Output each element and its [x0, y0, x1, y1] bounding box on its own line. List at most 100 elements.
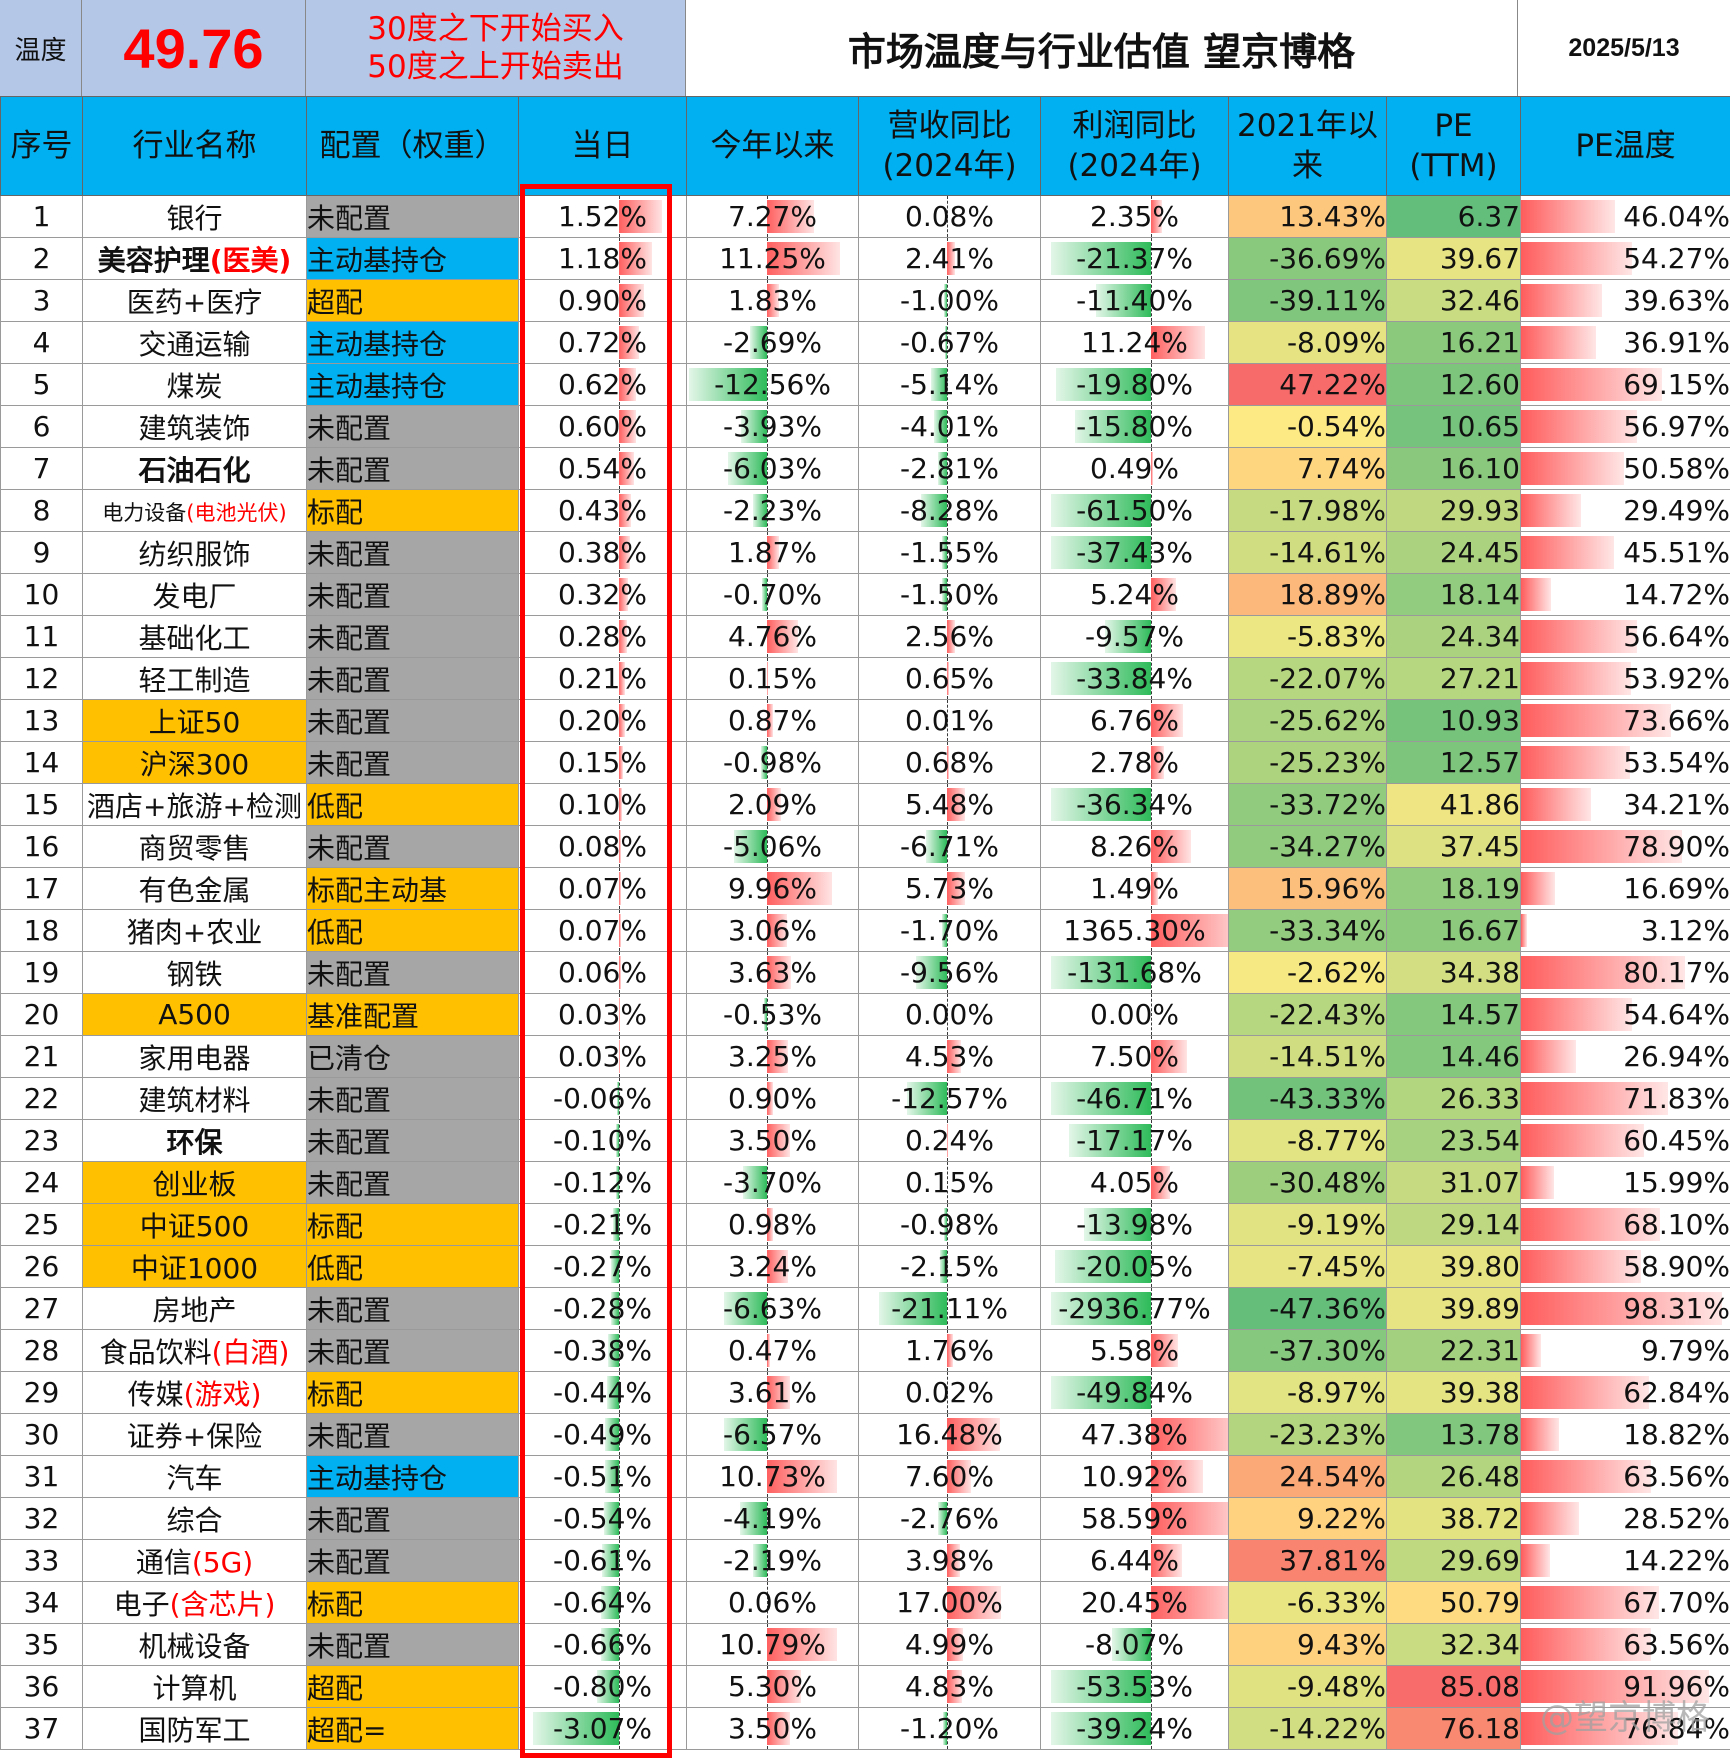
row-index[interactable]: 6 [0, 405, 83, 448]
table-row[interactable]: 15 酒店+旅游+检测 低配 0.10% 2.09% 5.48% -36.34% -33.72… [0, 783, 1730, 826]
table-row[interactable]: 23 环保 未配置 -0.10% 3.50% 0.24% -17.17% -8.77% 23.5… [0, 1119, 1730, 1162]
profit-yoy[interactable]: -37.43% [1040, 531, 1229, 574]
ytd-change[interactable]: 11.25% [686, 237, 859, 280]
industry-name[interactable]: 钢铁 [82, 951, 307, 994]
allocation[interactable]: 超配 [306, 1665, 519, 1708]
row-index[interactable]: 20 [0, 993, 83, 1036]
ytd-change[interactable]: 10.79% [686, 1623, 859, 1666]
pe-temperature[interactable]: 76.84% [1520, 1707, 1730, 1750]
row-index[interactable]: 15 [0, 783, 83, 826]
daily-change[interactable]: 0.03% [518, 993, 687, 1036]
table-row[interactable]: 21 家用电器 已清仓 0.03% 3.25% 4.53% 7.50% -14.51% 14.4… [0, 1035, 1730, 1078]
revenue-yoy[interactable]: -0.98% [858, 1203, 1041, 1246]
table-row[interactable]: 10 发电厂 未配置 0.32% -0.70% -1.50% 5.24% 18.89% 18.1… [0, 573, 1730, 616]
profit-yoy[interactable]: -61.50% [1040, 489, 1229, 532]
profit-yoy[interactable]: -46.71% [1040, 1077, 1229, 1120]
since-2021-change[interactable]: -22.43% [1228, 993, 1387, 1036]
row-index[interactable]: 32 [0, 1497, 83, 1540]
row-index[interactable]: 12 [0, 657, 83, 700]
allocation[interactable]: 低配 [306, 783, 519, 826]
since-2021-change[interactable]: 7.74% [1228, 447, 1387, 490]
table-row[interactable]: 35 机械设备 未配置 -0.66% 10.79% 4.99% -8.07% 9.43% 32.… [0, 1623, 1730, 1666]
industry-name[interactable]: 家用电器 [82, 1035, 307, 1078]
revenue-yoy[interactable]: 4.53% [858, 1035, 1041, 1078]
revenue-yoy[interactable]: -1.55% [858, 531, 1041, 574]
ytd-change[interactable]: -0.98% [686, 741, 859, 784]
revenue-yoy[interactable]: 2.41% [858, 237, 1041, 280]
since-2021-change[interactable]: -7.45% [1228, 1245, 1387, 1288]
pe-ttm[interactable]: 27.21 [1386, 657, 1521, 700]
profit-yoy[interactable]: -21.37% [1040, 237, 1229, 280]
revenue-yoy[interactable]: 0.65% [858, 657, 1041, 700]
pe-temperature[interactable]: 36.91% [1520, 321, 1730, 364]
industry-name[interactable]: 上证50 [82, 699, 307, 742]
allocation[interactable]: 主动基持仓 [306, 1455, 519, 1498]
table-row[interactable]: 37 国防军工 超配= -3.07% 3.50% -1.20% -39.24% -14.22%… [0, 1707, 1730, 1750]
allocation[interactable]: 未配置 [306, 699, 519, 742]
industry-name[interactable]: 建筑装饰 [82, 405, 307, 448]
row-index[interactable]: 17 [0, 867, 83, 910]
revenue-yoy[interactable]: 0.02% [858, 1371, 1041, 1414]
pe-temperature[interactable]: 63.56% [1520, 1623, 1730, 1666]
profit-yoy[interactable]: 2.78% [1040, 741, 1229, 784]
industry-name[interactable]: 环保 [82, 1119, 307, 1162]
daily-change[interactable]: -0.12% [518, 1161, 687, 1204]
profit-yoy[interactable]: 1.49% [1040, 867, 1229, 910]
table-row[interactable]: 1 银行 未配置 1.52% 7.27% 0.08% 2.35% 13.43% 6.37 46.0… [0, 195, 1730, 238]
pe-temperature[interactable]: 16.69% [1520, 867, 1730, 910]
pe-temperature[interactable]: 39.63% [1520, 279, 1730, 322]
profit-yoy[interactable]: -8.07% [1040, 1623, 1229, 1666]
table-row[interactable]: 19 钢铁 未配置 0.06% 3.63% -9.56% -131.68% -2.62% 34.… [0, 951, 1730, 994]
since-2021-change[interactable]: -22.07% [1228, 657, 1387, 700]
ytd-change[interactable]: -3.93% [686, 405, 859, 448]
daily-change[interactable]: 0.62% [518, 363, 687, 406]
table-row[interactable]: 17 有色金属 标配主动基 0.07% 9.96% 5.73% 1.49% 15.96% 18.… [0, 867, 1730, 910]
allocation[interactable]: 主动基持仓 [306, 363, 519, 406]
table-row[interactable]: 27 房地产 未配置 -0.28% -6.63% -21.11% -2936.77% -47.… [0, 1287, 1730, 1330]
allocation[interactable]: 标配 [306, 1581, 519, 1624]
table-row[interactable]: 9 纺织服饰 未配置 0.38% 1.87% -1.55% -37.43% -14.61% 24… [0, 531, 1730, 574]
table-row[interactable]: 6 建筑装饰 未配置 0.60% -3.93% -4.01% -15.80% -0.54% 10… [0, 405, 1730, 448]
row-index[interactable]: 11 [0, 615, 83, 658]
profit-yoy[interactable]: 8.26% [1040, 825, 1229, 868]
row-index[interactable]: 26 [0, 1245, 83, 1288]
ytd-change[interactable]: -6.03% [686, 447, 859, 490]
daily-change[interactable]: -0.44% [518, 1371, 687, 1414]
revenue-yoy[interactable]: 3.98% [858, 1539, 1041, 1582]
daily-change[interactable]: 0.38% [518, 531, 687, 574]
row-index[interactable]: 36 [0, 1665, 83, 1708]
ytd-change[interactable]: 1.87% [686, 531, 859, 574]
daily-change[interactable]: -0.80% [518, 1665, 687, 1708]
profit-yoy[interactable]: -20.05% [1040, 1245, 1229, 1288]
pe-ttm[interactable]: 34.38 [1386, 951, 1521, 994]
profit-yoy[interactable]: 58.59% [1040, 1497, 1229, 1540]
allocation[interactable]: 未配置 [306, 825, 519, 868]
pe-temperature[interactable]: 98.31% [1520, 1287, 1730, 1330]
pe-temperature[interactable]: 56.64% [1520, 615, 1730, 658]
ytd-change[interactable]: 0.06% [686, 1581, 859, 1624]
industry-name[interactable]: A500 [82, 993, 307, 1036]
table-row[interactable]: 3 医药+医疗 超配 0.90% 1.83% -1.00% -11.40% -39.11% 32… [0, 279, 1730, 322]
revenue-yoy[interactable]: 16.48% [858, 1413, 1041, 1456]
pe-temperature[interactable]: 53.54% [1520, 741, 1730, 784]
profit-yoy[interactable]: -17.17% [1040, 1119, 1229, 1162]
revenue-yoy[interactable]: 2.56% [858, 615, 1041, 658]
row-index[interactable]: 18 [0, 909, 83, 952]
pe-ttm[interactable]: 41.86 [1386, 783, 1521, 826]
daily-change[interactable]: 0.28% [518, 615, 687, 658]
pe-ttm[interactable]: 29.69 [1386, 1539, 1521, 1582]
since-2021-change[interactable]: -43.33% [1228, 1077, 1387, 1120]
ytd-change[interactable]: -2.19% [686, 1539, 859, 1582]
industry-name[interactable]: 美容护理(医美) [82, 237, 307, 280]
table-row[interactable]: 36 计算机 超配 -0.80% 5.30% 4.83% -53.53% -9.48% 85.0… [0, 1665, 1730, 1708]
table-row[interactable]: 26 中证1000 低配 -0.27% 3.24% -2.15% -20.05% -7.45%… [0, 1245, 1730, 1288]
revenue-yoy[interactable]: 4.83% [858, 1665, 1041, 1708]
row-index[interactable]: 27 [0, 1287, 83, 1330]
revenue-yoy[interactable]: -9.56% [858, 951, 1041, 994]
daily-change[interactable]: 0.54% [518, 447, 687, 490]
allocation[interactable]: 未配置 [306, 1077, 519, 1120]
industry-name[interactable]: 银行 [82, 195, 307, 238]
since-2021-change[interactable]: -37.30% [1228, 1329, 1387, 1372]
industry-name[interactable]: 猪肉+农业 [82, 909, 307, 952]
pe-ttm[interactable]: 39.80 [1386, 1245, 1521, 1288]
